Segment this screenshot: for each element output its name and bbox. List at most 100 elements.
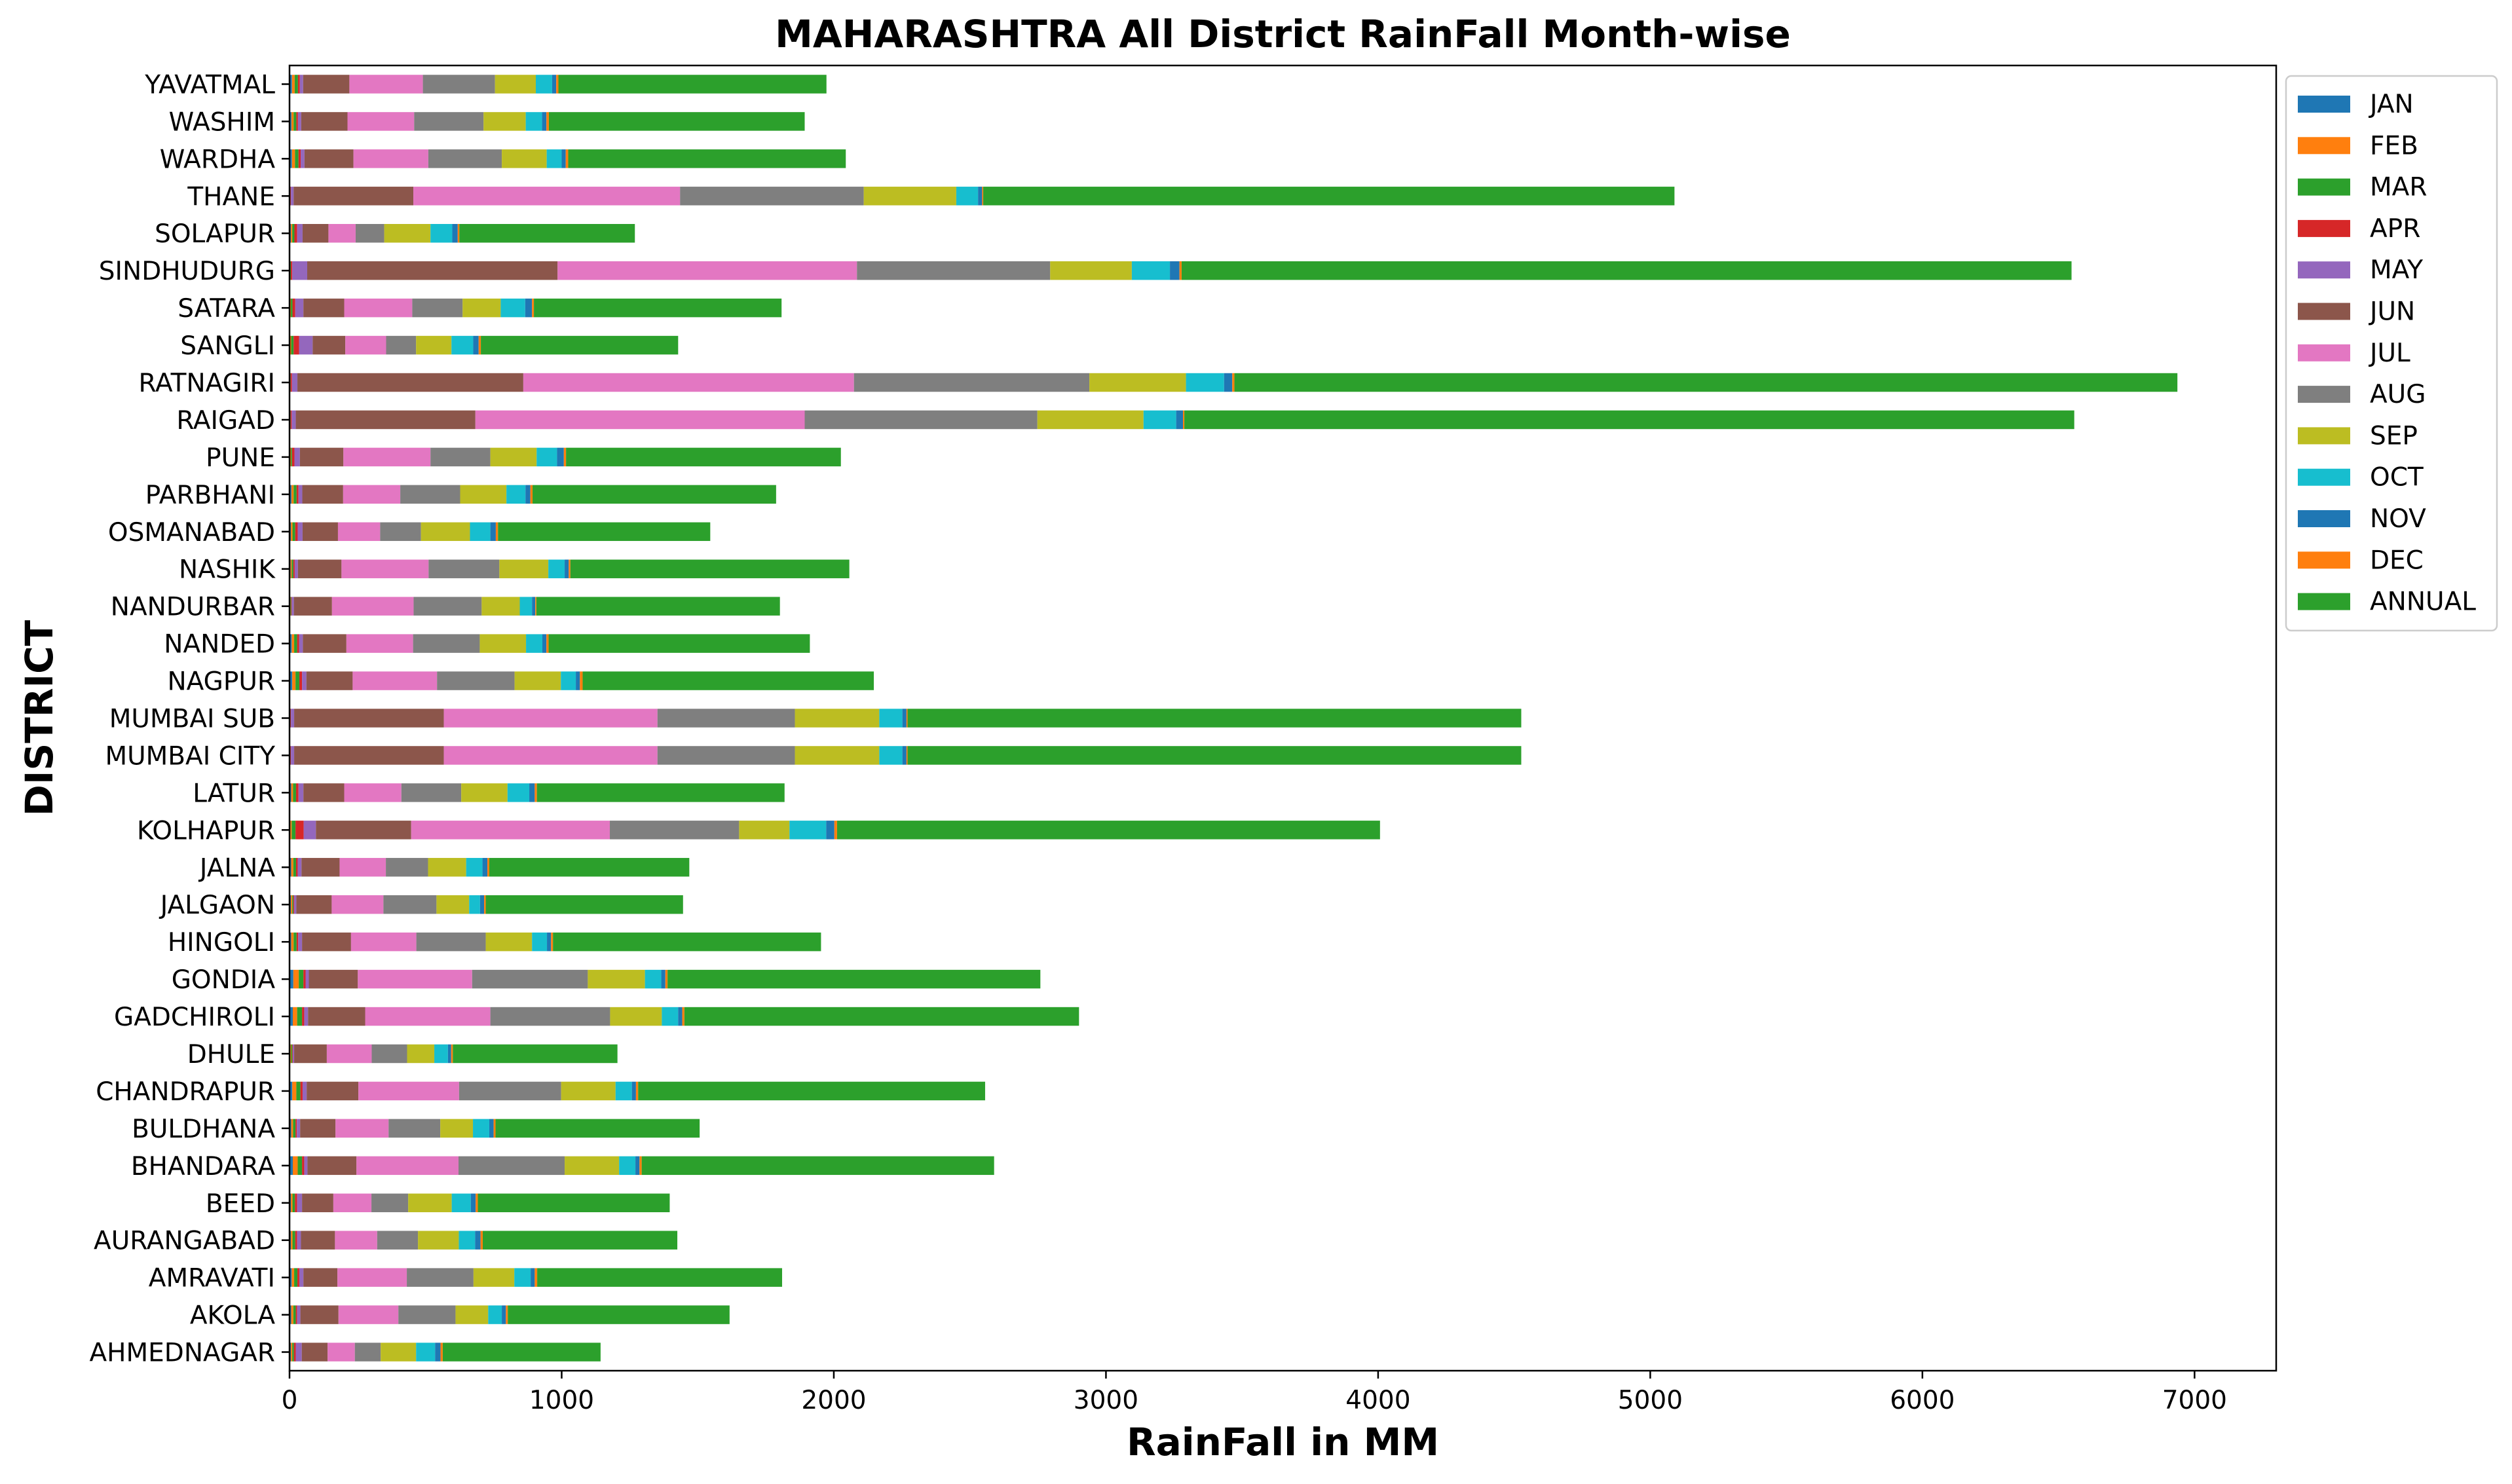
bar-segment-annual-washim [549, 112, 805, 130]
bar-segment-oct-nashik [548, 559, 565, 578]
bar-segment-apr-aurangabad [295, 1231, 297, 1249]
bar-segment-may-osmanabad [297, 523, 302, 541]
bar-segment-dec-hingoli [551, 933, 553, 951]
bar-segment-dec-chandrapur [636, 1082, 638, 1100]
bar-segment-dec-pune [564, 448, 566, 466]
bar-segment-jun-wardha [305, 149, 354, 168]
bar-segment-jun-nandurbar [294, 597, 332, 615]
legend-swatch-annual [2298, 593, 2350, 610]
bar-segment-sep-thane [864, 187, 956, 205]
bar-segment-mar-beed [293, 1194, 295, 1212]
bar-segment-feb-wardha [292, 149, 295, 168]
bar-segment-feb-bhandara [293, 1157, 297, 1175]
bar-segment-mar-yavatmal [295, 75, 298, 93]
bar-segment-sep-solapur [384, 224, 431, 242]
bar-segment-jul-mumbai-city [444, 746, 658, 764]
bar-segment-may-jalgaon [294, 895, 296, 914]
bar-segment-aug-gadchiroli [491, 1007, 610, 1026]
bar-segment-sep-sindhudurg [1050, 261, 1132, 280]
bar-segment-may-nanded [299, 634, 303, 652]
bar-segment-oct-latur [508, 783, 529, 802]
bar-segment-dec-sindhudurg [1180, 261, 1182, 280]
bar-segment-jul-jalgaon [331, 895, 383, 914]
bar-segment-annual-buldhana [496, 1119, 700, 1138]
bar-segment-mar-pune [291, 448, 292, 466]
bar-segment-sep-nandurbar [481, 597, 519, 615]
bar-segment-aug-bhandara [459, 1157, 565, 1175]
bar-segment-aug-buldhana [388, 1119, 440, 1138]
bar-segment-aug-jalna [386, 858, 428, 876]
bar-segment-jun-gadchiroli [308, 1007, 365, 1026]
bar-segment-jul-buldhana [335, 1119, 388, 1138]
bar-segment-nov-parbhani [525, 485, 530, 504]
bar-segment-nov-ahmednagar [435, 1343, 440, 1361]
y-tick-label: SINDHUDURG [99, 257, 275, 286]
bar-segment-oct-nandurbar [519, 597, 532, 615]
bar-segment-annual-solapur [459, 224, 635, 242]
bar-segment-feb-washim [291, 112, 293, 130]
bar-segment-jul-aurangabad [335, 1231, 377, 1249]
legend-swatch-oct [2298, 469, 2350, 486]
bar-segment-jun-parbhani [303, 485, 343, 504]
bar-segment-jun-latur [303, 783, 344, 802]
bar-segment-dec-latur [534, 783, 536, 802]
x-tick-label: 1000 [529, 1386, 594, 1415]
bar-segment-apr-jalgaon [293, 895, 294, 914]
y-tick-label: HINGOLI [168, 928, 275, 957]
bar-segment-jun-satara [303, 299, 344, 317]
bar-segment-oct-satara [500, 299, 525, 317]
bar-segment-aug-dhule [371, 1045, 407, 1063]
bar-segment-sep-parbhani [460, 485, 507, 504]
bar-segment-dec-jalgaon [484, 895, 485, 914]
legend-label-nov: NOV [2370, 504, 2426, 534]
bar-segment-may-yavatmal [300, 75, 303, 93]
bar-segment-annual-mumbai-city [908, 746, 1522, 764]
bar-segment-apr-dhule [292, 1045, 293, 1063]
bar-segment-jul-jalna [339, 858, 386, 876]
bar-segment-may-ratnagiri [292, 373, 297, 392]
bar-segment-jun-yavatmal [303, 75, 350, 93]
legend-swatch-mar [2298, 179, 2350, 196]
bar-segment-apr-buldhana [295, 1119, 297, 1138]
bar-segment-sep-mumbai-city [795, 746, 880, 764]
bar-segment-dec-solapur [458, 224, 459, 242]
y-tick-label: WARDHA [160, 145, 276, 174]
bar-segment-oct-jalgaon [469, 895, 480, 914]
bar-segment-annual-amravati [537, 1268, 782, 1286]
bar-segment-jun-ratnagiri [297, 373, 523, 392]
y-tick-label: AURANGABAD [94, 1227, 275, 1256]
x-tick-label: 7000 [2162, 1386, 2227, 1415]
bar-segment-annual-gadchiroli [684, 1007, 1079, 1026]
bar-segment-annual-mumbai-sub [908, 709, 1522, 727]
bar-segment-jun-chandrapur [307, 1082, 358, 1100]
bar-segment-mar-wardha [295, 149, 298, 168]
bar-segment-may-mumbai-city [291, 746, 294, 764]
legend-label-annual: ANNUAL [2370, 587, 2476, 617]
bar-segment-dec-raigad [1183, 411, 1184, 429]
bar-segment-aug-thane [680, 187, 863, 205]
bar-segment-jun-kolhapur [316, 821, 411, 839]
bar-segment-may-satara [295, 299, 303, 317]
bar-segment-mar-aurangabad [293, 1231, 295, 1249]
bar-segment-apr-osmanabad [295, 523, 298, 541]
bar-segment-may-pune [294, 448, 299, 466]
bar-segment-may-amravati [299, 1268, 303, 1286]
bar-segment-apr-gadchiroli [302, 1007, 304, 1026]
bar-segment-nov-osmanabad [491, 523, 496, 541]
y-tick-label: KOLHAPUR [137, 816, 275, 845]
bar-segment-aug-beed [371, 1194, 408, 1212]
bar-segment-jul-nagpur [352, 671, 437, 690]
bar-segment-nov-jalna [483, 858, 487, 876]
bar-segment-oct-thane [956, 187, 978, 205]
bar-segment-sep-osmanabad [421, 523, 470, 541]
bar-segment-jul-kolhapur [411, 821, 610, 839]
x-axis-label: RainFall in MM [1127, 1420, 1439, 1464]
bar-segment-apr-bhandara [302, 1157, 304, 1175]
bar-segment-jun-aurangabad [301, 1231, 335, 1249]
bar-segment-aug-sindhudurg [857, 261, 1050, 280]
bar-segment-annual-jalgaon [486, 895, 683, 914]
bar-segment-jun-pune [300, 448, 343, 466]
bar-segment-annual-nanded [549, 634, 810, 652]
bar-segment-oct-nanded [526, 634, 542, 652]
